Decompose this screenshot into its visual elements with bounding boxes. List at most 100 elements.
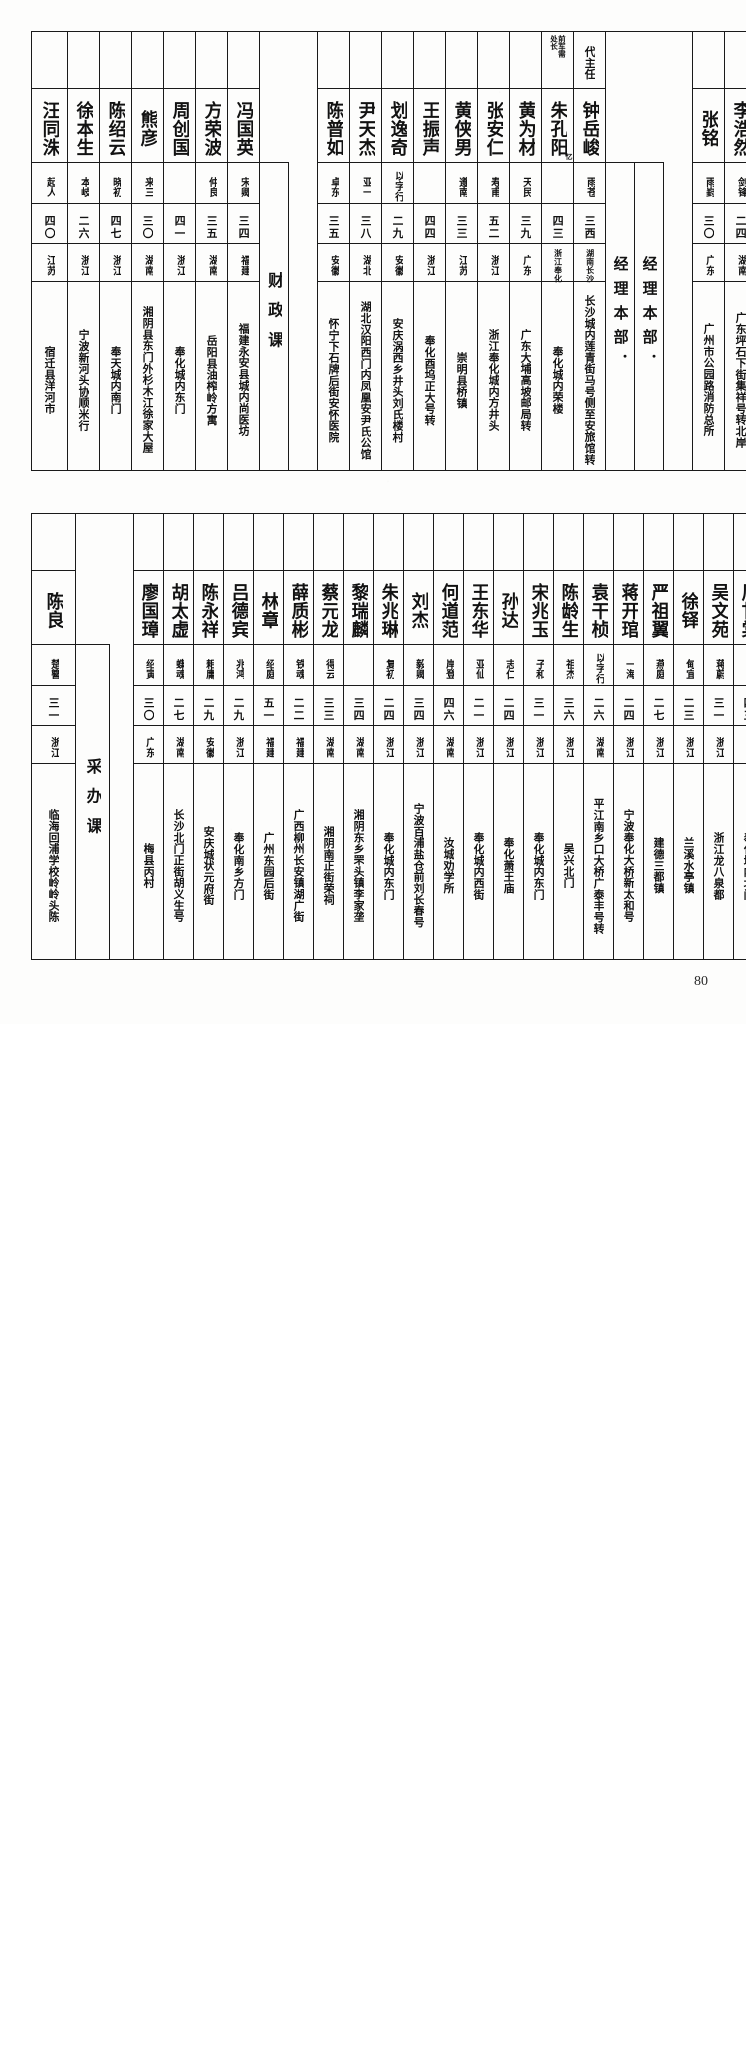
cell-age: 四〇 xyxy=(32,204,68,244)
cell-title xyxy=(693,32,725,89)
cell-age: 三三 xyxy=(314,686,344,726)
cell-native-place: 浙江 xyxy=(674,726,704,764)
cell-title xyxy=(134,514,164,571)
cell-name: 吕德宾 xyxy=(224,571,254,645)
bottom-row-alias: 楚簪 采办课 绍寅 蝶魂 耜庸 兆鸿 绍庭 铁魂 得云 复初 毅卿 岸登 亚仙 … xyxy=(32,645,746,686)
cell-address: 奉化城内东门 xyxy=(374,764,404,960)
cell-name: 王振声 xyxy=(414,89,446,163)
cell-name: 熊彦 xyxy=(132,89,164,163)
cell-address: 安庆涡西乡井头刘氏楼村 xyxy=(382,282,414,471)
cell-name: 王东华 xyxy=(464,571,494,645)
cell-native-place: 湖南 xyxy=(314,726,344,764)
bottom-row-native-place: 浙江 广东 湖南 安徽 浙江 福建 福建 湖南 湖南 浙江 浙江 湖南 浙江 浙… xyxy=(32,726,746,764)
cell-age: 五一 xyxy=(254,686,284,726)
cell-name: 袁干桢 xyxy=(584,571,614,645)
cell-age: 三四 xyxy=(344,686,374,726)
cell-name: 宋兆玉 xyxy=(524,571,554,645)
cell-address: 福建永安县城内尚医坊 xyxy=(228,282,260,471)
cell-native-place: 浙江 xyxy=(704,726,734,764)
cell-age: 三四 xyxy=(404,686,434,726)
cell-native-place: 湖南 xyxy=(434,726,464,764)
cell-name: 陈龄生 xyxy=(554,571,584,645)
cell-address: 广东大埔高坡邮局转 xyxy=(510,282,542,471)
cell-title xyxy=(194,514,224,571)
document-page: { "page_number": "80", "row_labels": ["职… xyxy=(0,0,746,1024)
cell-native-place: 浙江 xyxy=(404,726,434,764)
cell-age: 四一 xyxy=(164,204,196,244)
cell-alias: 宋卿 xyxy=(228,163,260,204)
cell-title xyxy=(32,514,76,571)
cell-address: 宁波百浦盐仓前刘长春号 xyxy=(404,764,434,960)
cell-name: 蔡元龙 xyxy=(314,571,344,645)
cell-alias: 楚簪 xyxy=(32,645,76,686)
cell-alias: 蒂卿 xyxy=(734,645,746,686)
bottom-roster-table: 职别 陈良 廖国璋 胡太虚 陈永祥 吕德宾 林章 薛质彬 蔡元龙 黎瑞麟 朱兆琳… xyxy=(31,513,746,960)
spacer xyxy=(289,89,318,163)
cell-title xyxy=(314,514,344,571)
cell-name: 严祖翼 xyxy=(644,571,674,645)
cell-alias xyxy=(164,163,196,204)
cell-alias: 仲良 xyxy=(196,163,228,204)
cell-alias: 起人 xyxy=(32,163,68,204)
cell-alias: 绍庭 xyxy=(254,645,284,686)
spacer xyxy=(110,726,134,764)
cell-title xyxy=(510,32,542,89)
spacer xyxy=(664,282,693,471)
cell-title xyxy=(100,32,132,89)
cell-age: 二二 xyxy=(284,686,314,726)
cell-age: 二四 xyxy=(374,686,404,726)
cell-age: 五二 xyxy=(478,204,510,244)
spacer xyxy=(289,244,318,282)
cell-title xyxy=(132,32,164,89)
cell-address: 宁波新河头协顺米行 xyxy=(68,282,100,471)
cell-alias xyxy=(414,163,446,204)
cell-native-place: 广东 xyxy=(134,726,164,764)
cell-age: 四七 xyxy=(100,204,132,244)
cell-address: 广州东园后街 xyxy=(254,764,284,960)
cell-age: 三三 xyxy=(446,204,478,244)
spacer xyxy=(664,204,693,244)
spacer xyxy=(635,89,664,163)
cell-age: 二一 xyxy=(464,686,494,726)
page-number: 80 xyxy=(694,974,708,990)
cell-title xyxy=(404,514,434,571)
cell-age: 二七 xyxy=(164,686,194,726)
cell-address: 奉化城内荣楼 xyxy=(542,282,574,471)
cell-alias: 耜庸 xyxy=(194,645,224,686)
bottom-row-title: 职别 xyxy=(32,514,746,571)
cell-name: 徐铎 xyxy=(674,571,704,645)
cell-native-place: 浙江 xyxy=(478,244,510,282)
bottom-roster-table-wrap: 职别 陈良 廖国璋 胡太虚 陈永祥 吕德宾 林章 薛质彬 蔡元龙 黎瑞麟 朱兆琳… xyxy=(31,513,715,960)
cell-name: 陈永祥 xyxy=(194,571,224,645)
cell-age: 二六 xyxy=(68,204,100,244)
cell-address: 奉化城内西街 xyxy=(464,764,494,960)
cell-title xyxy=(164,514,194,571)
cell-native-place: 湖南 xyxy=(584,726,614,764)
cell-title xyxy=(478,32,510,89)
cell-name: 周甘棠 xyxy=(734,571,746,645)
cell-native-place: 福建 xyxy=(228,244,260,282)
cell-native-place: 江苏 xyxy=(446,244,478,282)
cell-name: 廖国璋 xyxy=(134,571,164,645)
cell-alias: 蒋蔚 xyxy=(704,645,734,686)
cell-alias: 遵南 xyxy=(446,163,478,204)
cell-age: 三西 xyxy=(574,204,606,244)
cell-name: 方荣波 xyxy=(196,89,228,163)
spacer xyxy=(110,686,134,726)
cell-title-former-quartermaster: 前军需处长 xyxy=(542,32,574,89)
cell-age: 二九 xyxy=(224,686,254,726)
cell-age: 三一 xyxy=(524,686,554,726)
cell-name: 薛质彬 xyxy=(284,571,314,645)
cell-native-place: 浙江 xyxy=(554,726,584,764)
cell-native-place: 湖南 xyxy=(132,244,164,282)
cell-name: 孙达 xyxy=(494,571,524,645)
cell-alias: 铁魂 xyxy=(284,645,314,686)
cell-alias: 寿甫 xyxy=(478,163,510,204)
cell-name: 黄为材 xyxy=(510,89,542,163)
cell-alias: 岸登 xyxy=(434,645,464,686)
spacer xyxy=(110,764,134,960)
cell-age: 二四 xyxy=(614,686,644,726)
cell-address: 岳阳县油榨岭方寓 xyxy=(196,282,228,471)
